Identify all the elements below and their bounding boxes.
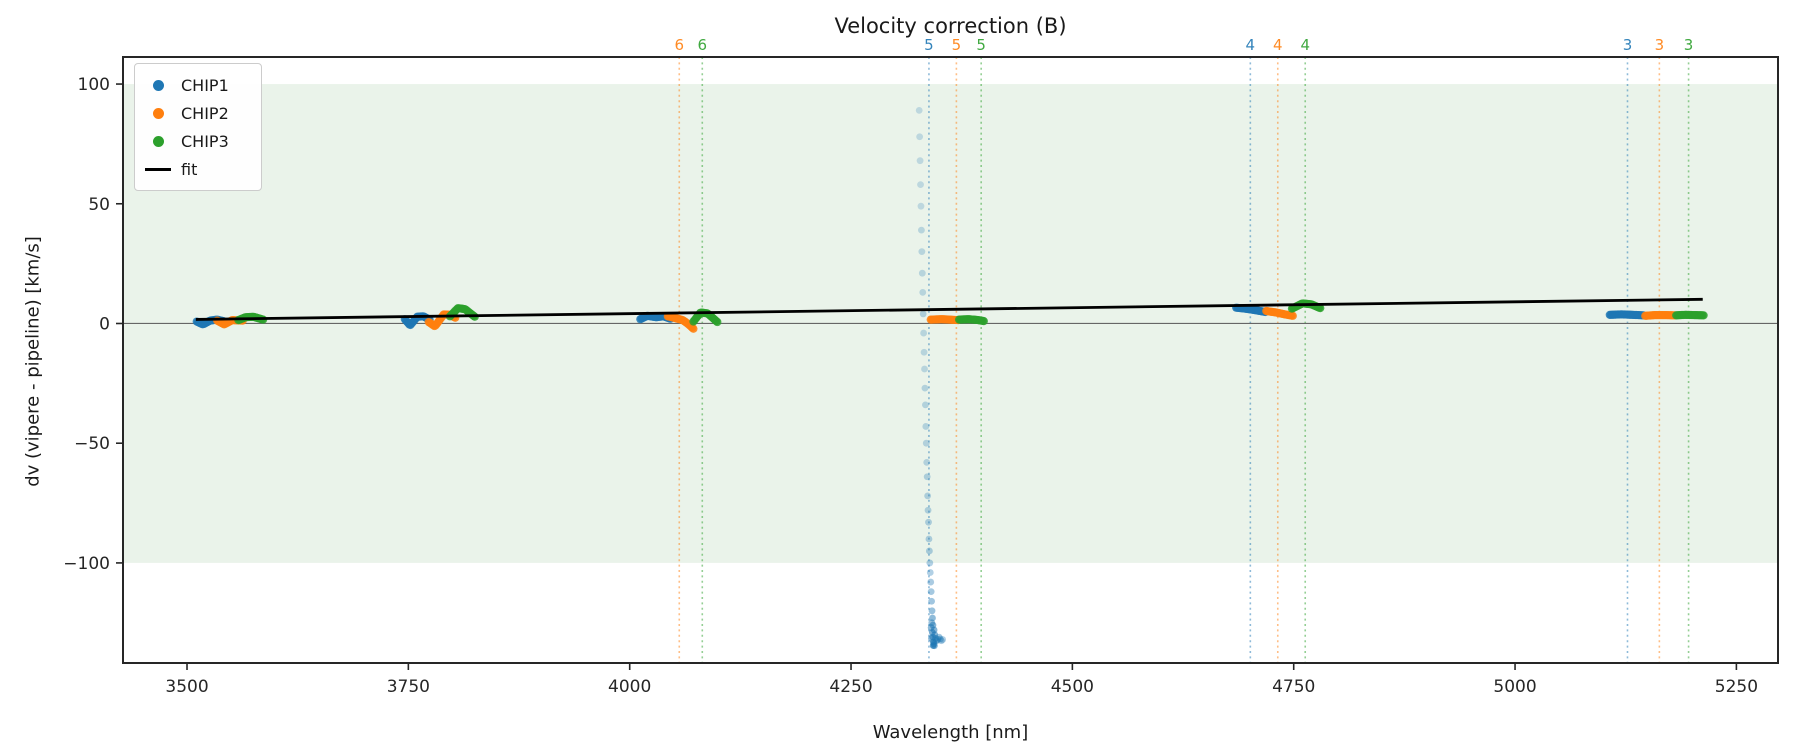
order-label: 4 [1246, 36, 1256, 54]
outlier-trail-dot [934, 636, 942, 643]
x-tick-label: 4250 [829, 677, 872, 697]
chip-color-dot [152, 135, 164, 147]
outlier-trail-dot [922, 401, 929, 409]
order-label: 5 [924, 36, 934, 54]
x-tick-label: 3500 [165, 677, 208, 697]
x-tick-label: 4000 [608, 677, 651, 697]
outlier-trail-dot [924, 506, 932, 514]
outlier-trail-dot [937, 637, 945, 645]
order-label: 6 [674, 36, 684, 54]
order-label: 3 [1684, 36, 1694, 54]
outlier-trail-dot [918, 269, 926, 277]
outlier-trail-dot [917, 181, 924, 189]
scatter-dot-chip3 [1699, 311, 1708, 320]
legend-dot-icon [143, 135, 173, 147]
legend: CHIP1 CHIP2 CHIP3 fit [134, 63, 262, 191]
outlier-trail-dot [918, 226, 925, 234]
x-tick-label: 3750 [387, 677, 430, 697]
order-label: 6 [698, 36, 708, 54]
y-tick-label: −100 [63, 554, 110, 574]
outlier-trail-dot [931, 642, 938, 650]
outlier-trail-dot [927, 578, 935, 586]
legend-label: fit [181, 159, 198, 179]
order-label: 5 [952, 36, 962, 54]
outlier-trail-dot [921, 365, 928, 373]
legend-dot-icon [143, 79, 173, 91]
legend-dot-icon [143, 107, 173, 119]
x-tick-label: 5250 [1715, 677, 1758, 697]
chip-color-dot [152, 79, 164, 91]
outlier-trail-dot [923, 458, 931, 466]
y-tick-label: 50 [88, 195, 110, 215]
outlier-trail-dot [918, 248, 926, 256]
order-label: 3 [1655, 36, 1665, 54]
axes-spines [122, 56, 1779, 664]
x-axis-label: Wavelength [nm] [872, 722, 1029, 743]
outlier-trail-dot [920, 329, 928, 337]
outlier-trail-dot [935, 633, 943, 641]
x-tick-label: 4750 [1272, 677, 1315, 697]
outlier-trail-dot [920, 348, 928, 356]
scatter-dot-chip2 [689, 324, 698, 333]
outlier-trail-dot [923, 473, 931, 481]
order-label: 3 [1623, 36, 1633, 54]
scatter-dot-chip3 [1316, 304, 1325, 313]
outlier-trail-dot [925, 518, 932, 526]
outlier-trail-dot [939, 636, 947, 643]
legend-item-chip1: CHIP1 [143, 71, 251, 99]
outlier-trail-dot [926, 559, 934, 567]
scatter-dot-chip3 [713, 317, 722, 327]
y-axis-label: dv (vipere - pipeline) [km/s] [22, 236, 44, 487]
outlier-trail-dot [916, 133, 924, 141]
outlier-trail-dot [928, 597, 935, 605]
outlier-trail-dot [919, 288, 927, 296]
order-label: 4 [1273, 36, 1283, 54]
chart-title: Velocity correction (B) [834, 14, 1067, 38]
outlier-trail-dot [928, 607, 936, 615]
outlier-trail-dot [924, 492, 932, 500]
outlier-trail-dot [925, 547, 933, 555]
outlier-trail-dot [928, 619, 936, 627]
legend-label: CHIP3 [181, 131, 229, 151]
legend-item-chip2: CHIP2 [143, 99, 251, 127]
chip-color-dot [152, 107, 164, 119]
fit-line-sample [145, 167, 171, 171]
x-tick-label: 4500 [1051, 677, 1094, 697]
outlier-trail-dot [929, 614, 936, 622]
order-label: 4 [1300, 36, 1310, 54]
outlier-trail-dot [926, 569, 934, 576]
outlier-trail-dot [928, 634, 935, 642]
x-tick-label: 5000 [1493, 677, 1536, 697]
outlier-trail-dot [916, 157, 924, 165]
y-tick-label: −50 [74, 434, 110, 454]
outlier-trail-dot [917, 202, 925, 210]
scatter-dot-chip2 [1288, 311, 1297, 320]
fit-line [195, 297, 1703, 321]
outlier-trail-dot [919, 310, 927, 318]
legend-label: CHIP1 [181, 75, 229, 95]
legend-item-fit: fit [143, 155, 251, 183]
outlier-trail-dot [927, 588, 935, 596]
legend-label: CHIP2 [181, 103, 229, 123]
legend-item-chip3: CHIP3 [143, 127, 251, 155]
legend-line-icon [143, 167, 173, 171]
outlier-trail-dot [925, 535, 933, 543]
scatter-dot-chip3 [979, 316, 988, 326]
y-tick-label: 0 [99, 314, 110, 334]
outlier-trail-dot [921, 384, 929, 392]
y-tick-label: 100 [78, 75, 110, 95]
outlier-trail-dot [915, 106, 923, 114]
order-label: 5 [976, 36, 986, 54]
outlier-trail-dot [922, 423, 930, 430]
outlier-trail-dot [936, 635, 944, 643]
outlier-trail-dot [922, 439, 930, 447]
